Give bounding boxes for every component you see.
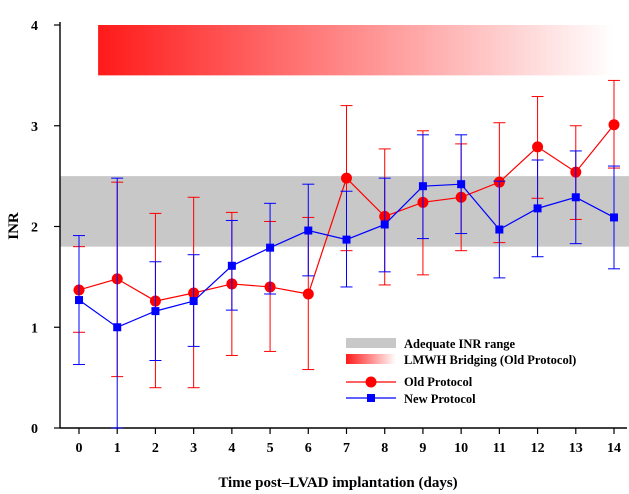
y-tick-label: 2: [31, 221, 38, 236]
legend-swatch-adequate: [346, 338, 396, 348]
x-tick-label: 12: [531, 441, 545, 456]
legend-label-new: New Protocol: [404, 392, 476, 406]
y-tick-label: 3: [31, 120, 38, 135]
x-tick-label: 10: [454, 441, 468, 456]
y-tick-label: 0: [31, 422, 38, 437]
new-protocol-point: [342, 235, 351, 244]
new-protocol-point: [75, 296, 83, 305]
y-axis-title: INR: [6, 212, 22, 240]
x-tick-label: 4: [228, 441, 235, 456]
x-tick-label: 9: [419, 441, 426, 456]
new-protocol-series: [73, 134, 620, 429]
new-protocol-point: [189, 297, 198, 306]
legend-marker-old: [365, 376, 377, 388]
legend-label-old: Old Protocol: [404, 375, 473, 389]
new-protocol-point: [495, 225, 504, 234]
x-tick-label: 13: [569, 441, 583, 456]
x-tick-label: 14: [607, 441, 621, 456]
lmwh-bridging-bar: [98, 25, 615, 76]
x-tick-label: 11: [493, 441, 506, 456]
x-axis-title: Time post–LVAD implantation (days): [218, 475, 457, 491]
old-protocol-point: [341, 172, 352, 184]
x-tick-label: 5: [267, 441, 274, 456]
legend-swatch-bridging: [346, 354, 396, 364]
old-protocol-point: [532, 141, 544, 153]
new-protocol-point: [227, 261, 236, 270]
x-tick-label: 1: [114, 441, 121, 456]
y-tick-label: 1: [31, 321, 38, 336]
x-tick-label: 2: [152, 441, 159, 456]
new-protocol-point: [113, 323, 122, 332]
new-protocol-point: [571, 193, 580, 202]
x-tick-label: 7: [343, 441, 350, 456]
new-protocol-point: [266, 243, 275, 252]
x-tick-label: 0: [76, 441, 83, 456]
new-protocol-point: [151, 307, 160, 316]
x-tick-label: 3: [190, 441, 197, 456]
new-protocol-point: [610, 213, 618, 222]
x-tick-label: 8: [381, 441, 388, 456]
new-protocol-point: [533, 204, 542, 213]
new-protocol-point: [380, 220, 389, 229]
new-protocol-point: [304, 226, 313, 235]
old-protocol-point: [608, 119, 620, 131]
old-protocol-point: [302, 288, 314, 300]
legend-label-adequate: Adequate INR range: [404, 337, 516, 351]
y-tick-label: 4: [31, 19, 38, 34]
legend-label-bridging: LMWH Bridging (Old Protocol): [404, 353, 576, 367]
new-protocol-point: [457, 180, 466, 189]
new-protocol-point: [418, 182, 427, 191]
x-tick-label: 6: [305, 441, 312, 456]
legend-marker-new: [367, 394, 375, 402]
